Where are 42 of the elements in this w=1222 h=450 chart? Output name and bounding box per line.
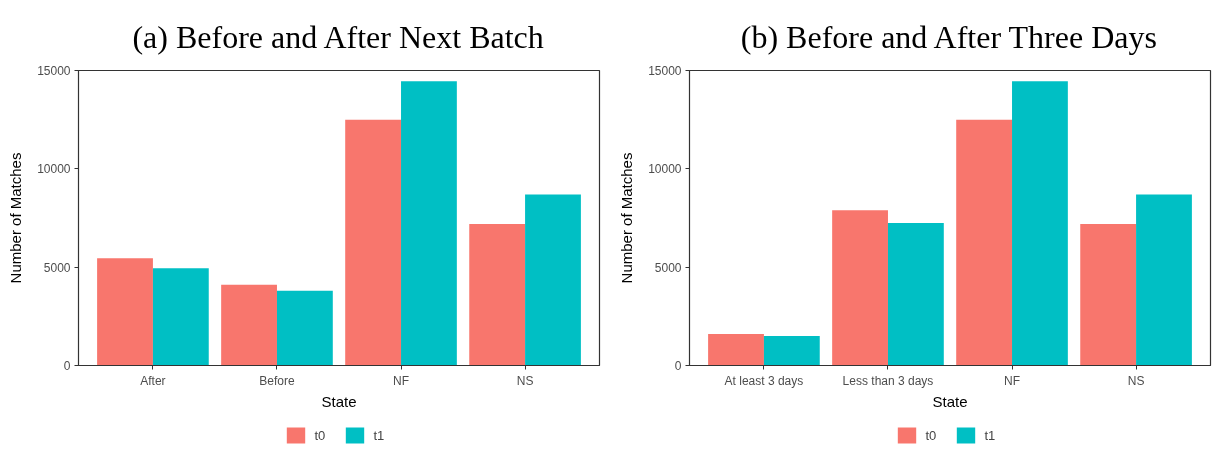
bar xyxy=(97,258,153,366)
x-tick-label: NS xyxy=(516,373,534,388)
bar xyxy=(221,284,277,366)
y-tick-label: 10000 xyxy=(37,162,71,177)
x-tick-label: NF xyxy=(1004,373,1021,388)
chart-title: (a) Before and After Next Batch xyxy=(132,18,544,55)
legend-label: t0 xyxy=(925,426,938,445)
y-axis-title: Number of Matches xyxy=(618,152,636,284)
y-tick-label: 0 xyxy=(674,359,682,373)
x-tick-label: Less than 3 days xyxy=(842,373,934,388)
x-axis-title: State xyxy=(321,392,357,410)
x-tick-label: NS xyxy=(1127,373,1145,388)
x-tick-label: Before xyxy=(259,373,295,388)
legend-label: t0 xyxy=(314,426,327,445)
legend-label: t1 xyxy=(373,426,386,445)
bar xyxy=(152,268,209,366)
y-tick-label: 0 xyxy=(63,359,71,373)
bar xyxy=(345,119,402,366)
bar xyxy=(956,119,1013,366)
bar xyxy=(887,222,944,366)
y-tick-label: 15000 xyxy=(37,64,71,78)
bar xyxy=(1080,223,1137,366)
y-tick-label: 10000 xyxy=(648,162,682,177)
bar xyxy=(469,223,526,366)
x-tick-label: After xyxy=(140,373,166,388)
x-axis-title: State xyxy=(932,392,968,410)
y-axis-title: Number of Matches xyxy=(7,152,25,284)
chart-title: (b) Before and After Three Days xyxy=(740,18,1157,55)
bar xyxy=(276,290,333,366)
bar xyxy=(1136,194,1192,366)
bar xyxy=(763,336,820,366)
legend-label: t1 xyxy=(984,426,997,445)
bar xyxy=(1012,81,1068,366)
y-tick-label: 5000 xyxy=(654,260,682,275)
bar xyxy=(832,210,888,366)
bar xyxy=(708,334,764,366)
y-tick-label: 5000 xyxy=(43,260,71,275)
x-tick-label: NF xyxy=(393,373,410,388)
x-tick-label: At least 3 days xyxy=(724,373,804,388)
bar xyxy=(401,81,457,366)
y-tick-label: 15000 xyxy=(648,64,682,78)
bar xyxy=(525,194,581,366)
